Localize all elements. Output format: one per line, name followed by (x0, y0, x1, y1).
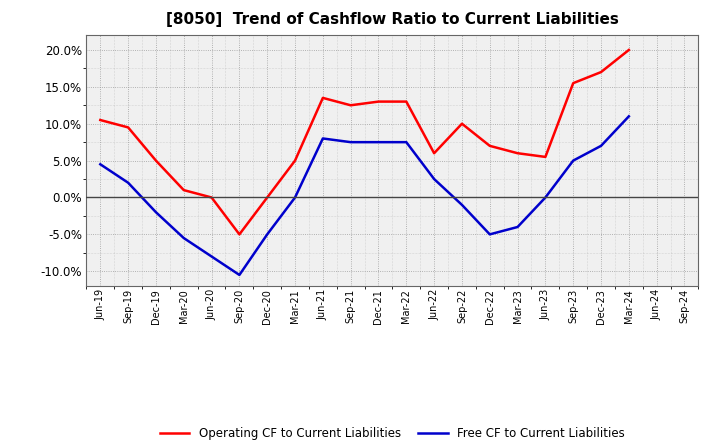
Title: [8050]  Trend of Cashflow Ratio to Current Liabilities: [8050] Trend of Cashflow Ratio to Curren… (166, 12, 618, 27)
Operating CF to Current Liabilities (152, 158, 161, 163)
Operating CF to Current Liabilities (318, 95, 327, 101)
Operating CF to Current Liabilities (263, 195, 271, 200)
Free CF to Current Liabilities (374, 139, 383, 145)
Free CF to Current Liabilities (152, 209, 161, 215)
Free CF to Current Liabilities (624, 114, 633, 119)
Operating CF to Current Liabilities (346, 103, 355, 108)
Operating CF to Current Liabilities (458, 121, 467, 126)
Operating CF to Current Liabilities (235, 232, 243, 237)
Free CF to Current Liabilities (96, 161, 104, 167)
Operating CF to Current Liabilities (430, 150, 438, 156)
Free CF to Current Liabilities (207, 254, 216, 259)
Free CF to Current Liabilities (513, 224, 522, 230)
Operating CF to Current Liabilities (541, 154, 550, 160)
Free CF to Current Liabilities (402, 139, 410, 145)
Free CF to Current Liabilities (458, 202, 467, 208)
Operating CF to Current Liabilities (569, 81, 577, 86)
Free CF to Current Liabilities (263, 232, 271, 237)
Operating CF to Current Liabilities (402, 99, 410, 104)
Free CF to Current Liabilities (235, 272, 243, 278)
Operating CF to Current Liabilities (179, 187, 188, 193)
Operating CF to Current Liabilities (513, 150, 522, 156)
Legend: Operating CF to Current Liabilities, Free CF to Current Liabilities: Operating CF to Current Liabilities, Fre… (155, 422, 630, 440)
Free CF to Current Liabilities (179, 235, 188, 241)
Operating CF to Current Liabilities (374, 99, 383, 104)
Free CF to Current Liabilities (291, 195, 300, 200)
Free CF to Current Liabilities (430, 176, 438, 182)
Free CF to Current Liabilities (485, 232, 494, 237)
Free CF to Current Liabilities (569, 158, 577, 163)
Free CF to Current Liabilities (124, 180, 132, 185)
Free CF to Current Liabilities (346, 139, 355, 145)
Operating CF to Current Liabilities (124, 125, 132, 130)
Free CF to Current Liabilities (597, 143, 606, 148)
Operating CF to Current Liabilities (291, 158, 300, 163)
Line: Operating CF to Current Liabilities: Operating CF to Current Liabilities (100, 50, 629, 235)
Free CF to Current Liabilities (541, 195, 550, 200)
Free CF to Current Liabilities (318, 136, 327, 141)
Operating CF to Current Liabilities (96, 117, 104, 123)
Operating CF to Current Liabilities (624, 48, 633, 53)
Line: Free CF to Current Liabilities: Free CF to Current Liabilities (100, 116, 629, 275)
Operating CF to Current Liabilities (207, 195, 216, 200)
Operating CF to Current Liabilities (597, 70, 606, 75)
Operating CF to Current Liabilities (485, 143, 494, 148)
